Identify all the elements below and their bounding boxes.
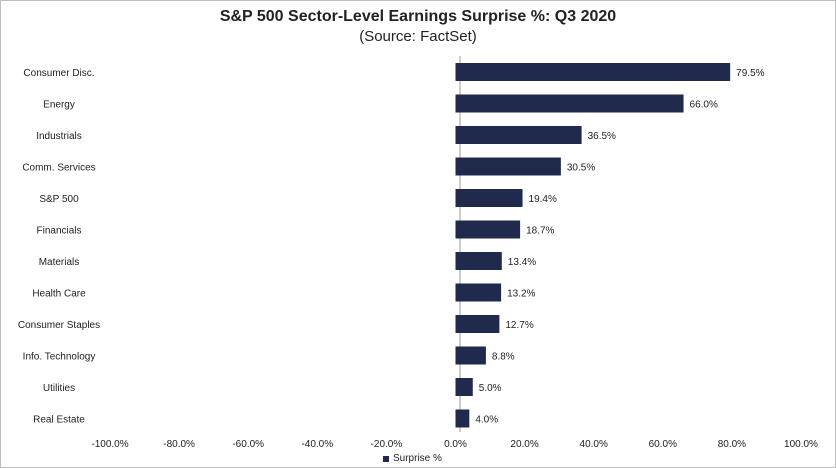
bar: [455, 157, 561, 176]
category-label: Real Estate: [33, 415, 85, 426]
x-tick-label: -80.0%: [163, 439, 195, 450]
x-tick-label: 80.0%: [718, 439, 746, 450]
x-tick-label: -60.0%: [232, 439, 264, 450]
category-label: Materials: [39, 257, 80, 268]
category-label: Consumer Staples: [18, 320, 100, 331]
bar: [455, 283, 502, 302]
bar: [455, 252, 502, 270]
category-label: Info. Technology: [23, 352, 96, 363]
value-label: 4.0%: [475, 415, 498, 426]
bar: [455, 94, 684, 113]
legend-label: Surprise %: [393, 453, 442, 464]
value-label: 13.4%: [508, 257, 536, 268]
value-label: 19.4%: [529, 194, 557, 205]
bar: [455, 409, 470, 428]
x-tick-label: -100.0%: [91, 439, 128, 450]
value-labels-layer: 79.5% 66.0% 36.5% 30.5% 19.4% 18.7% 13.4% 13.2%…: [475, 68, 764, 426]
bar: [455, 346, 486, 365]
category-label: Health Care: [32, 289, 86, 300]
x-tick-label: 100.0%: [784, 439, 818, 450]
category-label: S&P 500: [39, 194, 79, 205]
value-label: 5.0%: [479, 383, 502, 394]
category-label: Industrials: [36, 131, 82, 142]
bar: [455, 126, 582, 144]
category-label: Comm. Services: [22, 163, 95, 174]
x-axis-ticks-layer: -100.0% -80.0% -60.0% -40.0% -20.0% 0.0% 20.0%…: [91, 439, 818, 450]
category-labels-layer: Consumer Disc. Energy Industrials Comm. Ser…: [18, 68, 100, 426]
value-label: 8.8%: [492, 352, 515, 363]
x-tick-label: 40.0%: [580, 439, 608, 450]
bar: [455, 378, 473, 396]
x-tick-label: -20.0%: [371, 439, 403, 450]
bar: [455, 189, 523, 207]
x-tick-label: 0.0%: [444, 439, 467, 450]
legend: Surprise %: [383, 453, 442, 464]
value-label: 30.5%: [567, 163, 595, 174]
category-label: Utilities: [43, 383, 75, 394]
category-label: Consumer Disc.: [23, 68, 94, 79]
x-tick-label: 60.0%: [649, 439, 677, 450]
value-label: 18.7%: [526, 226, 554, 237]
bars-layer: [455, 56, 731, 432]
bar: [455, 63, 731, 81]
value-label: 66.0%: [690, 100, 718, 111]
value-label: 12.7%: [505, 320, 533, 331]
chart-subtitle: (Source: FactSet): [359, 28, 477, 45]
value-label: 13.2%: [507, 289, 535, 300]
category-label: Financials: [36, 226, 81, 237]
value-label: 79.5%: [736, 68, 764, 79]
x-tick-label: 20.0%: [510, 439, 538, 450]
bar: [455, 220, 521, 239]
value-label: 36.5%: [588, 131, 616, 142]
x-tick-label: -40.0%: [301, 439, 333, 450]
legend-swatch: [383, 455, 389, 462]
category-label: Energy: [43, 100, 75, 111]
bar: [455, 315, 500, 333]
chart-title: S&P 500 Sector-Level Earnings Surprise %…: [219, 8, 617, 25]
